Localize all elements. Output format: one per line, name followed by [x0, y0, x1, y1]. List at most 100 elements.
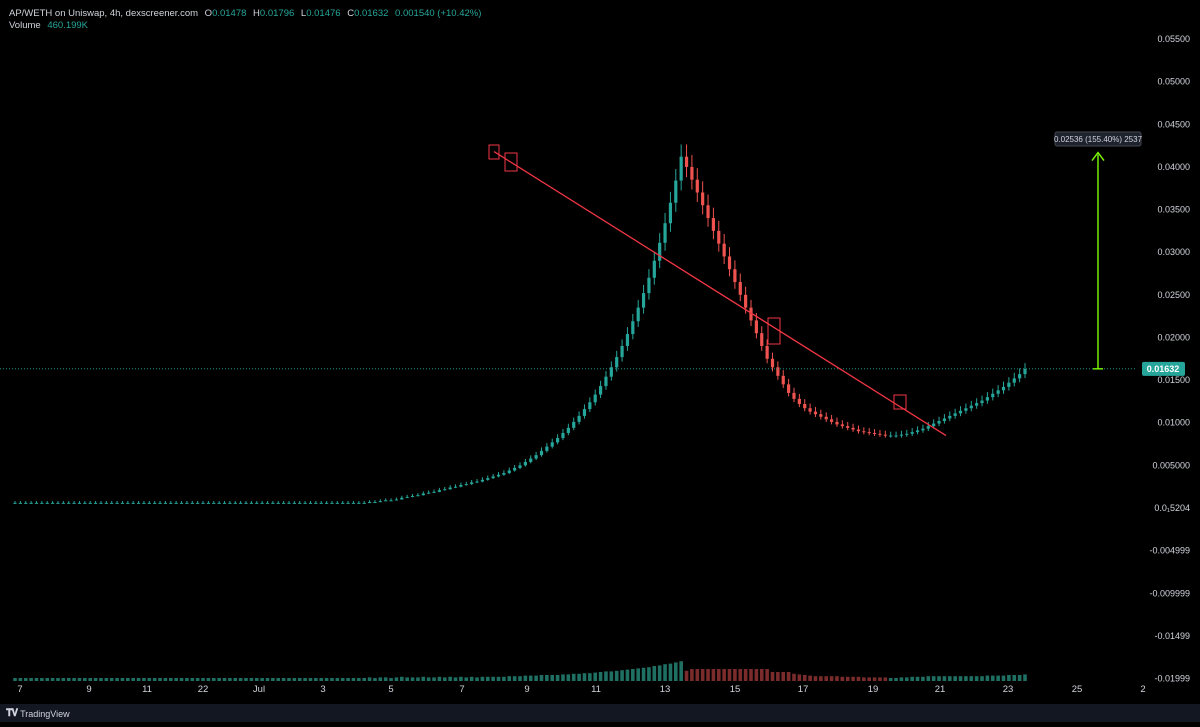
candle-body [577, 415, 581, 422]
candle-body [910, 432, 914, 434]
candle-body [889, 435, 893, 437]
volume-bar [40, 678, 44, 681]
volume-bar [351, 678, 356, 681]
volume-bar [523, 675, 528, 681]
candle-body [314, 502, 318, 504]
measure-arrow-head [1091, 151, 1105, 162]
candle-body [88, 502, 92, 504]
candle-body [996, 390, 1000, 394]
volume-bar [722, 669, 726, 681]
volume-bar [206, 678, 211, 681]
legend-row-ohlc: AP/WETH on Uniswap, 4h, dexscreener.com … [9, 8, 481, 20]
candle-body [733, 269, 737, 283]
volume-bar [974, 676, 979, 681]
open-label: O [204, 8, 213, 19]
volume-bar [496, 676, 501, 681]
open-value: 0.01478 [212, 8, 247, 19]
volume-bar [442, 677, 447, 681]
volume-bar [652, 666, 657, 681]
volume-bar [749, 669, 753, 681]
volume-bar [260, 678, 264, 681]
volume-bar [491, 676, 495, 681]
candle-body [163, 502, 168, 504]
candle-body [486, 478, 490, 480]
time-axis-tick: 19 [868, 684, 879, 695]
volume-bar [969, 676, 974, 681]
candle-body [255, 502, 259, 504]
volume-bar [888, 678, 893, 681]
price-axis-tick: -0.01499 [1154, 631, 1190, 641]
volume-bar [657, 665, 662, 681]
volume-bar [518, 676, 522, 681]
candle-body [142, 502, 146, 504]
candle-body [679, 156, 683, 181]
candle-body [760, 333, 764, 346]
volume-bar [534, 675, 538, 681]
candle-body [631, 321, 635, 335]
volume-bar [566, 674, 571, 681]
candle-body [394, 499, 399, 501]
volume-bar [1012, 675, 1017, 681]
volume-bar [244, 678, 248, 681]
candle-body [147, 502, 151, 504]
volume-bar [1007, 675, 1011, 681]
candle-body [915, 430, 920, 433]
volume-bar [56, 678, 60, 681]
candle-body [717, 230, 721, 244]
candle-body [110, 502, 114, 504]
candle-body [829, 419, 834, 422]
volume-bar [738, 669, 743, 681]
volume-bar [765, 669, 769, 681]
volume-bar [631, 669, 635, 681]
volume-bar [550, 675, 555, 681]
candle-body [190, 502, 194, 504]
candle-body [45, 502, 49, 504]
highlight-box [504, 152, 518, 172]
time-axis-tick: 2 [1140, 684, 1145, 695]
volume-bar [394, 677, 399, 681]
candle-body [921, 428, 925, 431]
volume-bar [373, 678, 377, 681]
volume-bar [233, 678, 238, 681]
volume-bar [469, 676, 474, 681]
candle-body [701, 192, 705, 206]
candle-body [72, 502, 76, 504]
candle-body [405, 496, 409, 498]
candle-body [158, 502, 162, 504]
time-axis-tick: 5 [388, 684, 393, 695]
candle-body [609, 367, 613, 377]
tradingview-brand[interactable]: 𝐓𝐕 TradingView [6, 708, 70, 719]
volume-bar [990, 675, 995, 681]
volume-bar [29, 678, 33, 681]
volume-bar [539, 675, 544, 681]
volume-bar [996, 675, 1000, 681]
candle-body [496, 474, 501, 477]
candle-body [265, 502, 270, 504]
volume-bar [700, 669, 705, 681]
candle-body [185, 502, 189, 504]
candle-body [126, 502, 130, 504]
candle-body [867, 432, 871, 434]
volume-bar [808, 675, 812, 681]
volume-bar [271, 678, 275, 681]
volume-bar [690, 669, 694, 681]
price-axis-tick: 0.02000 [1157, 332, 1190, 342]
candle-body [615, 357, 619, 368]
volume-bar [142, 678, 146, 681]
volume-bar [163, 678, 168, 681]
candle-body [443, 489, 447, 491]
candle-body [824, 416, 828, 420]
volume-bar [104, 678, 109, 681]
candle-body [980, 400, 984, 404]
volume-bar [185, 678, 189, 681]
candle-body [373, 502, 377, 504]
volume-value: 460.199K [47, 20, 89, 31]
volume-bar [1001, 675, 1006, 681]
volume-bar [147, 678, 152, 681]
price-axis-tick: 0.01000 [1157, 418, 1190, 428]
volume-bar [577, 673, 581, 681]
volume-bar [314, 678, 318, 681]
volume-bar [405, 677, 409, 681]
volume-bar [287, 678, 291, 681]
